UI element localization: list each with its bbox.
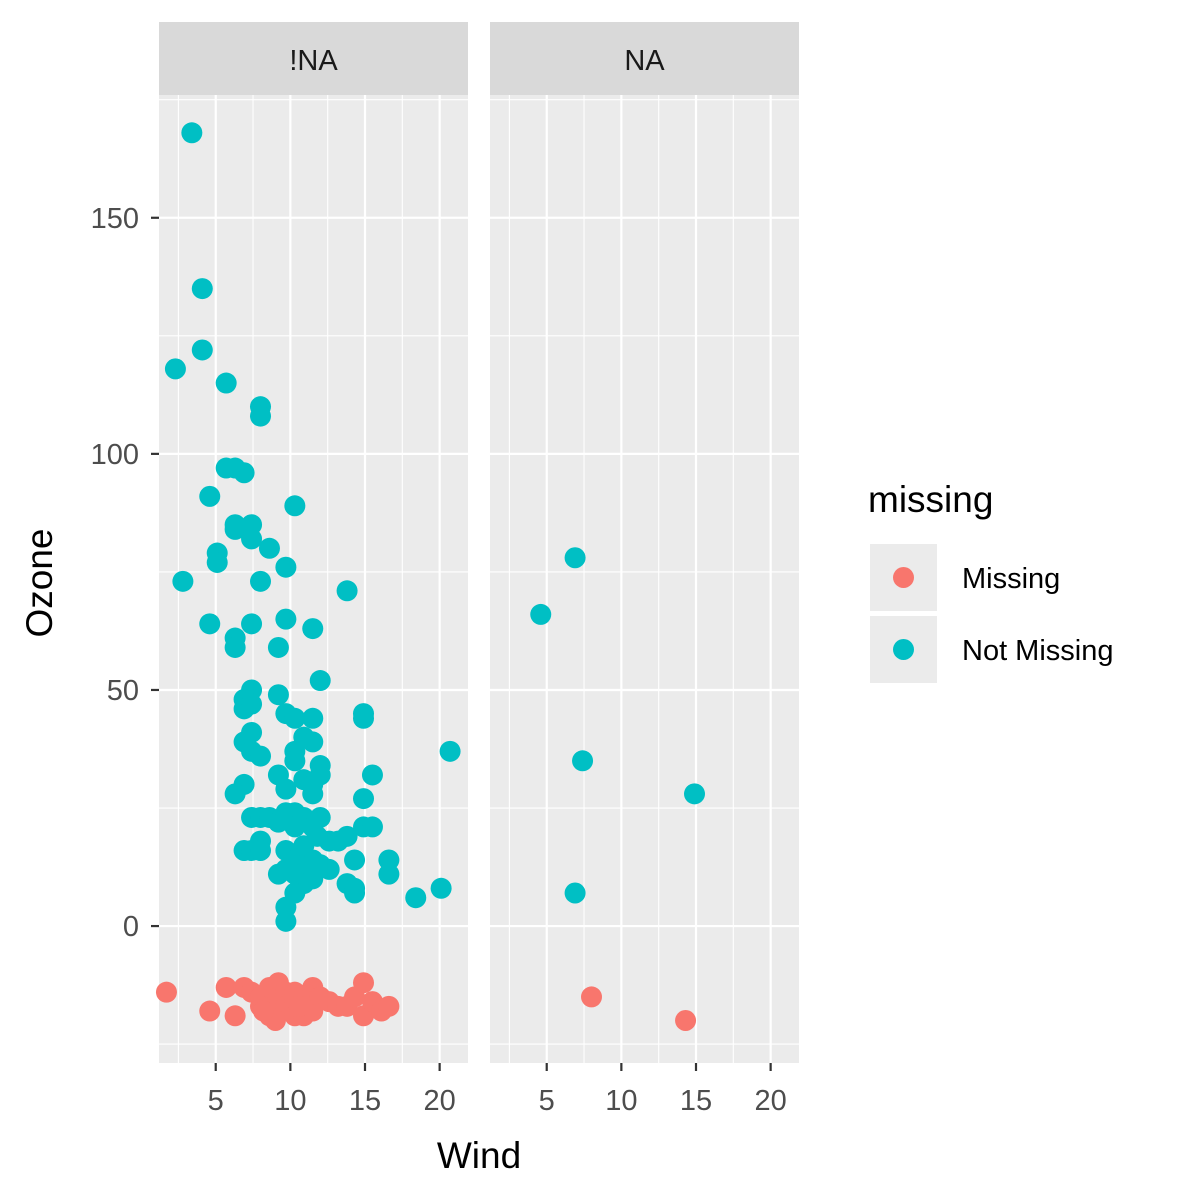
x-axis-notna: 5 10 15 20 [208,1063,456,1117]
data-point-not-missing [181,122,203,144]
data-point-not-missing [250,570,272,592]
legend-marker-not-missing [893,639,914,660]
x-axis-title: Wind [437,1135,521,1176]
data-point-not-missing [284,707,306,729]
y-tick-label: 50 [107,675,139,707]
data-point-not-missing [250,745,272,767]
data-point-not-missing [564,547,586,569]
x-tick-label: 10 [605,1085,637,1117]
legend-label-missing: Missing [962,563,1060,595]
x-tick-label: 10 [274,1085,306,1117]
y-axis: 0 50 100 150 [91,203,159,943]
data-point-not-missing [172,570,194,592]
data-point-not-missing [306,825,328,847]
x-tick-label: 5 [208,1085,224,1117]
data-point-not-missing [344,849,366,871]
data-point-not-missing [275,778,297,800]
facet-strip-notna [159,22,468,95]
data-point-not-missing [405,887,427,909]
data-point-not-missing [224,518,246,540]
x-tick-label: 20 [755,1085,787,1117]
data-point-not-missing [206,551,228,573]
y-axis-title: Ozone [19,528,60,637]
data-point-not-missing [530,603,552,625]
x-tick-label: 20 [424,1085,456,1117]
data-point-not-missing [302,868,324,890]
data-point-not-missing [164,358,186,380]
data-point-not-missing [684,783,706,805]
x-tick-label: 15 [680,1085,712,1117]
facet-panel-notna [155,95,468,1063]
data-point-not-missing [336,825,358,847]
data-point-not-missing [224,783,246,805]
legend-title: missing [868,479,993,520]
data-point-not-missing [275,608,297,630]
data-point-not-missing [275,556,297,578]
data-point-not-missing [302,783,324,805]
data-point-not-missing [353,788,375,810]
legend-marker-missing [893,567,914,588]
data-point-not-missing [361,764,383,786]
data-point-not-missing [241,693,263,715]
data-point-missing [675,1010,697,1032]
x-axis-na: 5 10 15 20 [539,1063,787,1117]
data-point-not-missing [233,462,255,484]
data-point-not-missing [302,618,324,640]
data-point-not-missing [564,882,586,904]
data-point-not-missing [572,750,594,772]
data-point-not-missing [284,495,306,517]
x-tick-label: 15 [349,1085,381,1117]
facet-strip-label-na: NA [624,45,665,77]
data-point-not-missing [258,537,280,559]
data-point-not-missing [302,731,324,753]
data-point-not-missing [344,882,366,904]
x-tick-label: 5 [539,1085,555,1117]
data-point-not-missing [430,877,452,899]
data-point-not-missing [309,670,331,692]
data-point-not-missing [361,816,383,838]
data-point-not-missing [199,613,221,635]
data-point-not-missing [267,684,289,706]
data-point-not-missing [250,840,272,862]
data-point-not-missing [215,372,237,394]
data-point-not-missing [250,405,272,427]
data-point-missing [581,986,603,1008]
data-point-missing [215,976,237,998]
data-point-missing [199,1000,221,1022]
legend: missing Missing Not Missing [868,479,1114,683]
data-point-missing [155,981,177,1003]
data-point-not-missing [267,636,289,658]
data-point-not-missing [309,806,331,828]
data-point-not-missing [224,636,246,658]
data-point-not-missing [439,740,461,762]
data-point-missing [353,972,375,994]
data-point-not-missing [284,750,306,772]
data-point-not-missing [191,278,213,300]
data-point-not-missing [336,580,358,602]
data-point-not-missing [241,613,263,635]
y-tick-label: 100 [91,439,139,471]
data-point-not-missing [318,858,340,880]
panel-background [490,95,799,1063]
legend-label-not-missing: Not Missing [962,635,1114,667]
data-point-not-missing [353,707,375,729]
data-point-not-missing [199,485,221,507]
data-point-not-missing [191,339,213,361]
data-point-missing [288,995,310,1017]
y-tick-label: 0 [123,911,139,943]
facet-panel-na [490,95,799,1063]
panel-background [159,95,468,1063]
data-point-not-missing [275,910,297,932]
facet-strip-na [490,22,799,95]
y-tick-label: 150 [91,203,139,235]
data-point-not-missing [241,528,263,550]
data-point-missing [252,1000,274,1022]
data-point-not-missing [378,863,400,885]
data-point-not-missing [302,707,324,729]
data-point-missing [378,995,400,1017]
data-point-missing [224,1005,246,1027]
facet-strip-label-notna: !NA [289,45,338,77]
